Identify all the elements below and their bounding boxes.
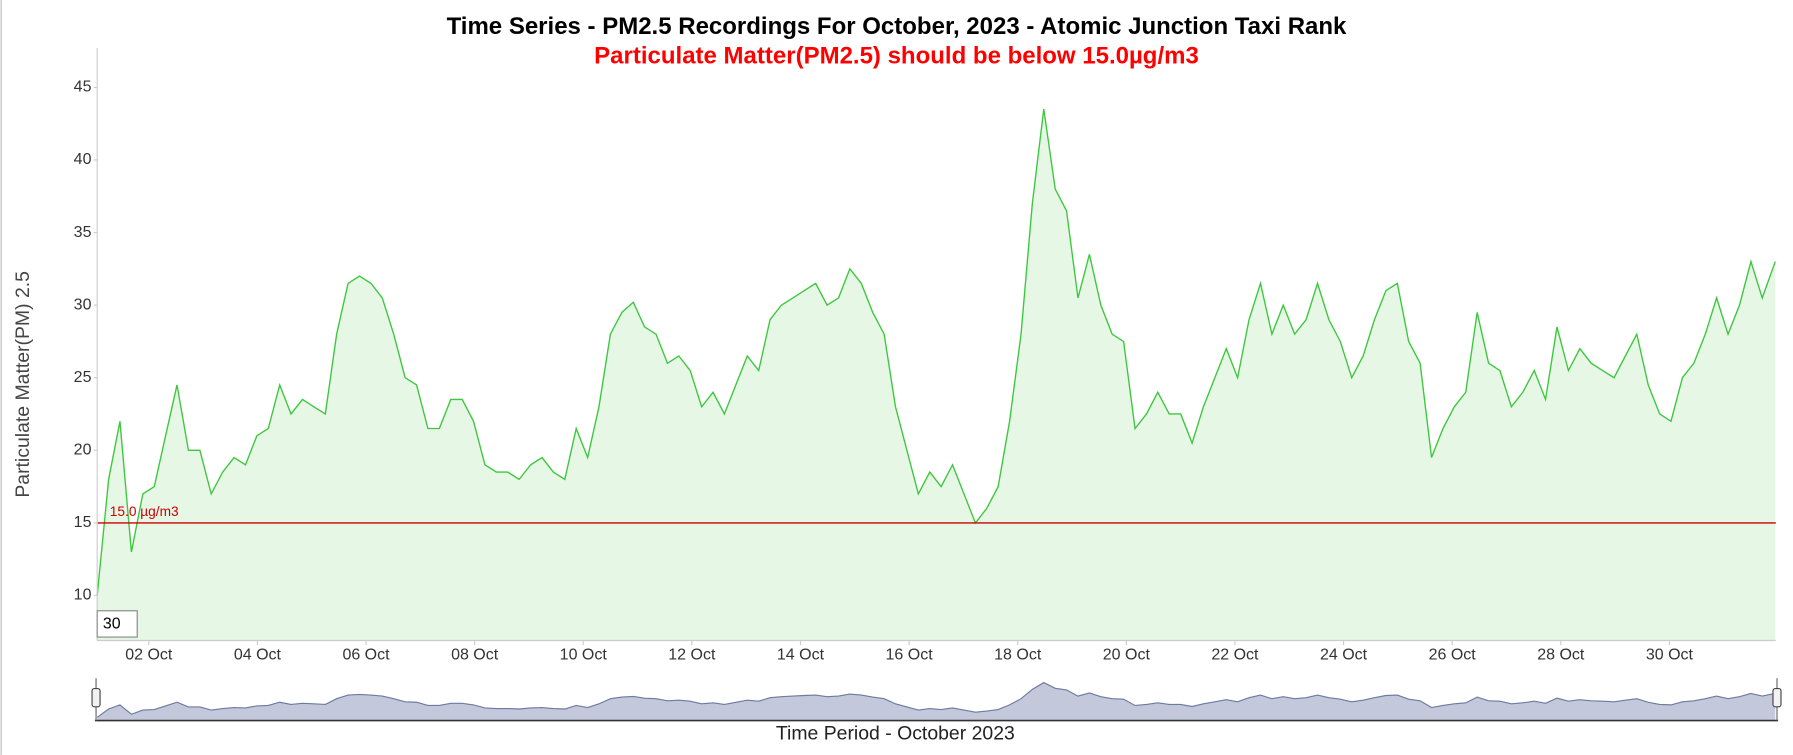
navigator-line xyxy=(96,681,1776,718)
y-tick-label: 35 xyxy=(74,224,92,241)
x-tick-label: 02 Oct xyxy=(125,647,173,664)
plot-area: 10 15 20 25 30 35 40 45 02 Oct 04 Oct 06 Oct 08 Oct… xyxy=(74,48,1782,722)
x-tick-label: 16 Oct xyxy=(886,647,934,664)
x-tick-label: 28 Oct xyxy=(1537,647,1585,664)
period-input[interactable] xyxy=(96,610,138,638)
x-tick-label: 22 Oct xyxy=(1211,647,1259,664)
y-tick-label: 30 xyxy=(74,296,92,313)
x-tick-label: 14 Oct xyxy=(777,647,825,664)
y-tick-label: 15 xyxy=(74,514,92,531)
line xyxy=(96,109,1776,596)
y-tick-label: 40 xyxy=(74,151,92,168)
x-tick-label: 08 Oct xyxy=(451,647,499,664)
x-axis-label: Time Period - October 2023 xyxy=(776,722,1015,744)
x-tick-label: 10 Oct xyxy=(560,647,608,664)
x-tick-label: 26 Oct xyxy=(1429,647,1477,664)
y-tick-label: 10 xyxy=(74,587,92,604)
x-tick-label: 20 Oct xyxy=(1103,647,1151,664)
navigator-handle[interactable] xyxy=(91,687,101,708)
y-tick-label: 45 xyxy=(74,79,92,96)
x-tick-label: 18 Oct xyxy=(994,647,1042,664)
x-tick-label: 06 Oct xyxy=(342,647,390,664)
y-tick-label: 20 xyxy=(74,442,92,459)
chart-subtitle: Particulate Matter(PM2.5) should be belo… xyxy=(594,43,1199,70)
y-tick-label: 25 xyxy=(74,369,92,386)
navigator-area xyxy=(97,682,1776,721)
chart-title: Time Series - PM2.5 Recordings For Octob… xyxy=(447,13,1347,40)
x-tick-label: 12 Oct xyxy=(668,647,716,664)
navigator-handle[interactable] xyxy=(1772,687,1782,708)
area-fill xyxy=(97,109,1776,641)
x-tick-label: 24 Oct xyxy=(1320,647,1368,664)
y-axis-label: Particulate Matter(PM) 2.5 xyxy=(12,271,34,498)
x-tick-label: 30 Oct xyxy=(1646,647,1694,664)
threshold-label: 15.0 µg/m3 xyxy=(110,504,179,519)
x-tick-label: 04 Oct xyxy=(234,647,282,664)
period-input-value[interactable]: 30 xyxy=(103,616,121,633)
